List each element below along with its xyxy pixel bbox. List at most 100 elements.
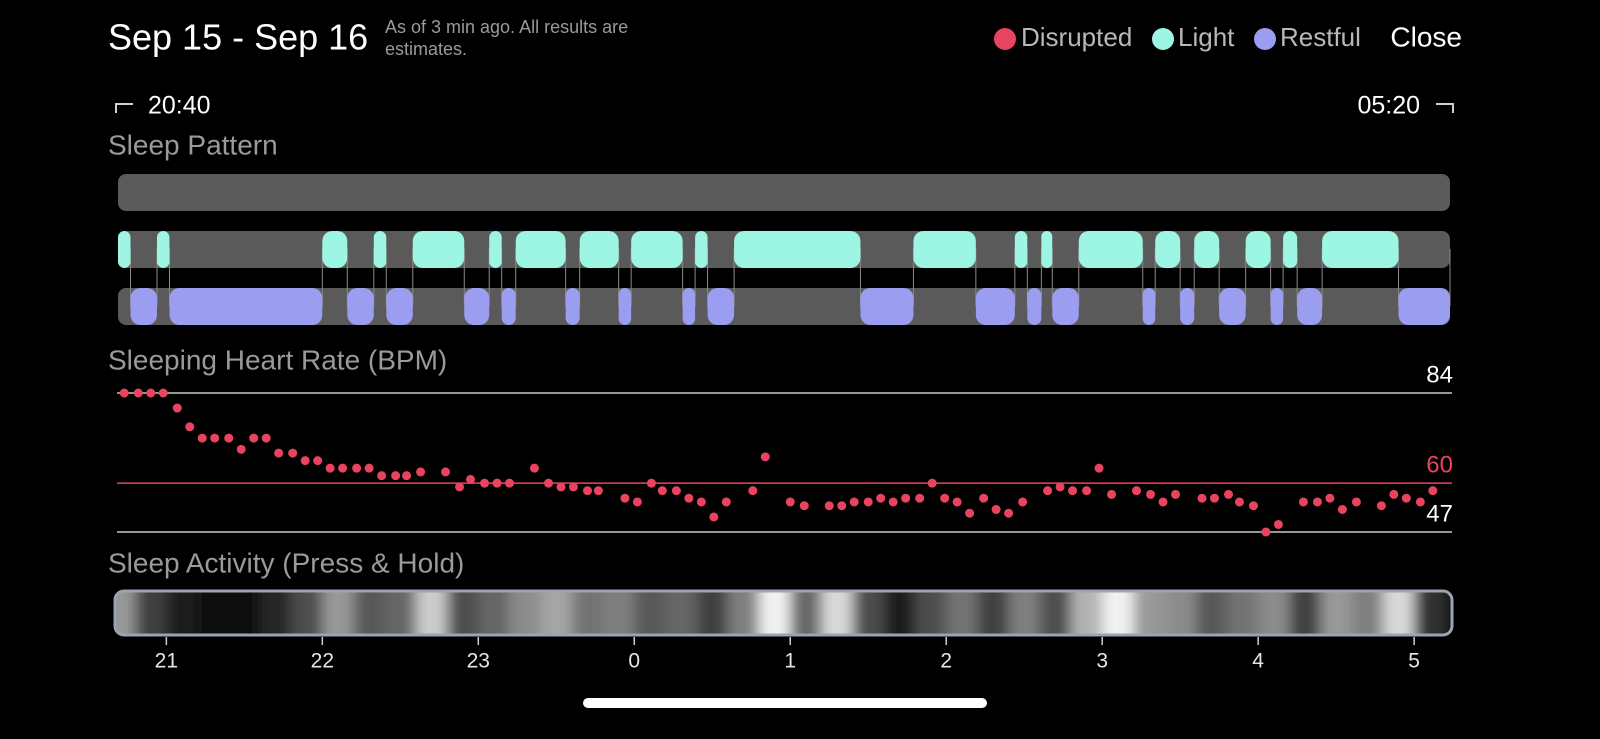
heart-rate-point <box>1094 463 1104 473</box>
restful-segment <box>1052 288 1079 325</box>
light-segment <box>579 231 619 268</box>
restful-segment <box>130 288 157 325</box>
x-tick-label: 2 <box>940 650 952 673</box>
activity-cell <box>603 592 636 634</box>
heart-rate-point <box>133 388 143 398</box>
light-segment <box>734 231 861 268</box>
restful-segment <box>1027 288 1042 325</box>
heart-rate-point <box>543 478 553 488</box>
y-tick-label: 84 <box>1426 361 1453 388</box>
restful-segment <box>464 288 490 325</box>
heart-rate-point <box>837 501 847 511</box>
activity-cell <box>790 592 823 634</box>
heart-rate-point <box>300 456 310 466</box>
heart-rate-point <box>465 474 475 484</box>
light-segment <box>322 231 348 268</box>
heart-rate-point <box>288 448 298 458</box>
heart-rate-point <box>236 444 246 454</box>
heart-rate-point <box>1055 482 1065 492</box>
heart-rate-point <box>979 493 989 503</box>
heart-rate-point <box>1209 493 1219 503</box>
light-segment <box>1014 231 1028 268</box>
heart-rate-point <box>824 501 834 511</box>
light-segment <box>631 231 683 268</box>
activity-cell <box>291 592 324 634</box>
x-tick-label: 4 <box>1252 650 1264 673</box>
activity-cell <box>1258 592 1291 634</box>
restful-segment <box>501 288 516 325</box>
heart-rate-point <box>261 433 271 443</box>
light-segment <box>1078 231 1143 268</box>
restful-segment <box>169 288 323 325</box>
heart-rate-point <box>364 463 374 473</box>
activity-cell <box>116 592 137 634</box>
activity-cell <box>727 592 761 634</box>
heart-rate-point <box>146 388 156 398</box>
activity-cell <box>322 592 355 634</box>
y-tick-label: 60 <box>1426 452 1453 479</box>
heart-rate-point <box>402 471 412 481</box>
x-tick-label: 1 <box>784 650 796 673</box>
heart-rate-point <box>1337 504 1347 514</box>
heart-rate-point <box>1158 497 1168 507</box>
activity-cell <box>1164 592 1197 634</box>
restful-segment <box>1398 288 1450 325</box>
home-indicator <box>583 698 987 708</box>
heart-rate-point <box>210 433 220 443</box>
activity-cell <box>1070 592 1104 634</box>
activity-cell <box>977 592 1010 634</box>
heart-rate-point <box>1043 486 1053 496</box>
x-tick-label: 3 <box>1096 650 1108 673</box>
activity-cell <box>1195 592 1228 634</box>
restful-segment <box>975 288 1015 325</box>
activity-cell <box>1289 592 1322 634</box>
x-tick-label: 23 <box>467 650 490 673</box>
legend-label: Disrupted <box>1021 22 1132 52</box>
y-tick-label: 47 <box>1426 500 1453 527</box>
heart-rate-point <box>313 456 323 466</box>
activity-strip <box>116 592 1447 634</box>
activity-cell <box>1351 592 1384 634</box>
activity-cell <box>1320 592 1353 634</box>
heart-rate-point <box>1325 493 1335 503</box>
heart-rate-point <box>480 478 490 488</box>
heart-rate-point <box>556 482 566 492</box>
heart-rate-point <box>1415 497 1425 507</box>
heart-rate-point <box>1376 501 1386 511</box>
activity-cell <box>759 592 792 634</box>
light-segment <box>156 231 170 268</box>
heart-rate-point <box>876 493 886 503</box>
heart-rate-point <box>991 504 1001 514</box>
heart-rate-point <box>1248 501 1258 511</box>
close-button[interactable]: Close <box>1390 21 1462 52</box>
heart-rate-point <box>582 486 592 496</box>
activity-cell <box>883 592 917 634</box>
heart-rate-point <box>1107 489 1117 499</box>
restful-track <box>118 288 1450 325</box>
activity-cell <box>696 592 729 634</box>
light-segment <box>913 231 976 268</box>
restful-segment <box>1180 288 1195 325</box>
heart-rate-point <box>325 463 335 473</box>
activity-cell <box>1226 592 1260 634</box>
legend-dot <box>1254 28 1276 50</box>
heart-rate-point <box>1261 527 1271 537</box>
restful-segment <box>1219 288 1246 325</box>
heart-rate-point <box>760 452 770 462</box>
restful-segment <box>707 288 735 325</box>
activity-cell <box>353 592 386 634</box>
x-tick-label: 21 <box>155 650 178 673</box>
heart-rate-point <box>1401 493 1411 503</box>
light-segment <box>1245 231 1271 268</box>
activity-cell <box>197 592 230 634</box>
section-title: Sleeping Heart Rate (BPM) <box>108 344 447 375</box>
restful-segment <box>565 288 580 325</box>
heart-rate-point <box>416 467 426 477</box>
heart-rate-point <box>863 497 873 507</box>
x-tick-label: 5 <box>1408 650 1420 673</box>
heart-rate-point <box>888 497 898 507</box>
range-end: 05:20 <box>1357 92 1420 120</box>
activity-cell <box>946 592 979 634</box>
activity-cell <box>447 592 480 634</box>
heart-rate-point <box>119 388 129 398</box>
